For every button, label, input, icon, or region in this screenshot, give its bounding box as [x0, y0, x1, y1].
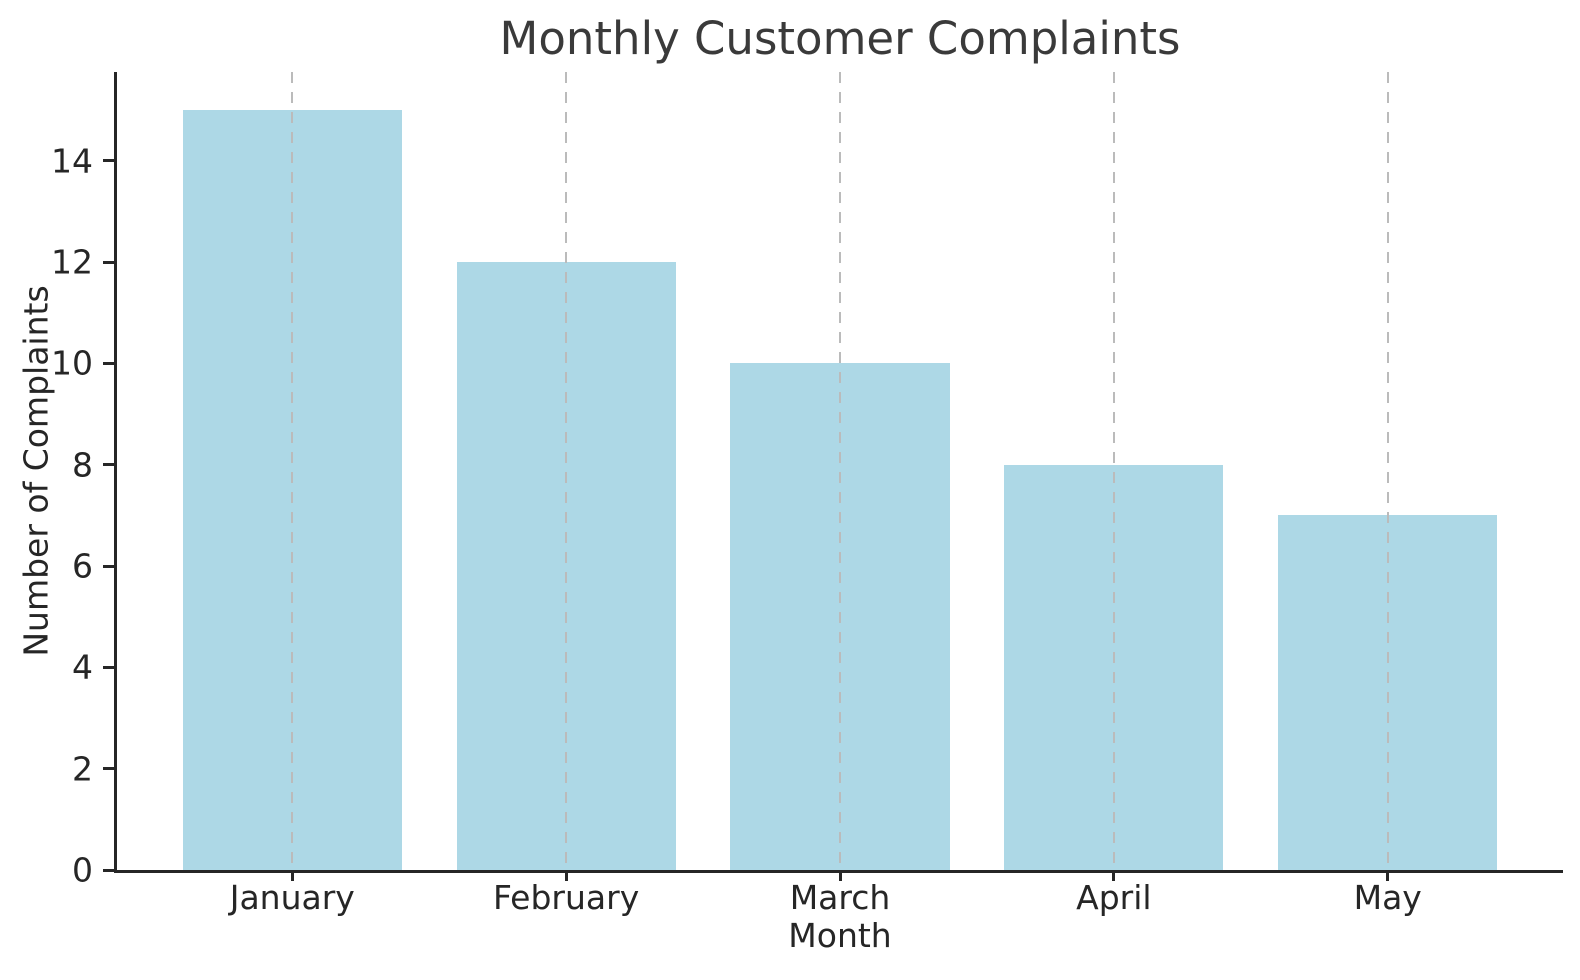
x-tick-label-february: February [493, 878, 640, 917]
y-tick-label-12: 12 [51, 242, 93, 282]
x-axis-label: Month [788, 916, 892, 955]
y-tick-mark-4 [103, 665, 114, 669]
y-tick-mark-10 [103, 361, 114, 365]
y-tick-label-2: 2 [72, 749, 93, 789]
gridline-may [1386, 72, 1389, 870]
x-tick-mark-february [564, 870, 568, 881]
y-axis-label: Number of Complaints [16, 285, 56, 657]
gridline-january [291, 72, 294, 870]
y-tick-label-0: 0 [72, 850, 93, 890]
gridline-february [565, 72, 568, 870]
y-tick-label-6: 6 [72, 546, 93, 586]
x-tick-label-april: April [1076, 878, 1152, 917]
x-tick-mark-january [290, 870, 294, 881]
x-tick-label-january: January [229, 878, 355, 917]
y-tick-label-4: 4 [72, 647, 93, 687]
x-tick-label-may: May [1353, 878, 1422, 917]
x-tick-mark-april [1112, 870, 1116, 881]
y-tick-mark-0 [103, 868, 114, 872]
y-tick-mark-14 [103, 159, 114, 163]
gridline-april [1112, 72, 1115, 870]
y-tick-mark-6 [103, 564, 114, 568]
y-tick-mark-8 [103, 463, 114, 467]
plot-area [114, 72, 1563, 873]
y-tick-mark-12 [103, 260, 114, 264]
x-tick-label-march: March [789, 878, 891, 917]
chart-title: Monthly Customer Complaints [499, 12, 1181, 65]
gridline-march [839, 72, 841, 870]
y-tick-label-10: 10 [51, 343, 93, 383]
x-tick-mark-may [1386, 870, 1390, 881]
y-tick-label-8: 8 [72, 445, 93, 485]
x-tick-mark-march [838, 870, 842, 881]
y-tick-label-14: 14 [51, 141, 93, 181]
y-tick-mark-2 [103, 767, 114, 771]
